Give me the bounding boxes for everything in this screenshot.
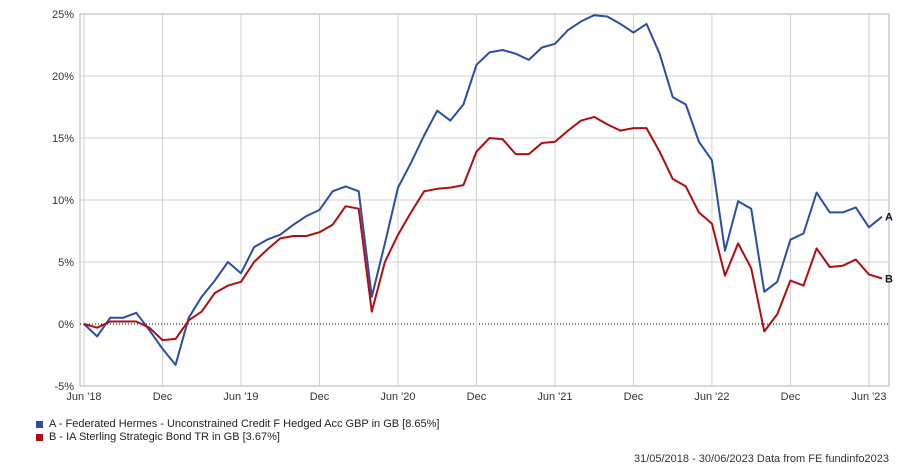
y-tick-label: 25%	[52, 9, 74, 21]
y-tick-label: 0%	[58, 319, 74, 331]
legend-swatch-b	[36, 434, 43, 441]
x-tick-label: Jun '23	[851, 391, 886, 403]
x-tick-label: Dec	[781, 391, 801, 403]
y-tick-label: 15%	[52, 133, 74, 145]
series-line-a	[83, 14, 883, 366]
x-tick-label: Dec	[467, 391, 487, 403]
y-tick-label: 10%	[52, 195, 74, 207]
end-label-a: A	[885, 212, 893, 224]
x-tick-label: Jun '18	[66, 391, 101, 403]
y-tick-label: -5%	[54, 381, 74, 393]
legend-item-a: A - Federated Hermes - Unconstrained Cre…	[36, 418, 439, 431]
x-tick-label: Jun '19	[223, 391, 258, 403]
legend-item-b: B - IA Sterling Strategic Bond TR in GB …	[36, 431, 439, 444]
x-tick-label: Jun '20	[380, 391, 415, 403]
data-source: Data from FE fundinfo2023	[756, 453, 889, 465]
end-labels: AB	[885, 212, 893, 286]
series-lines	[83, 14, 883, 366]
legend: A - Federated Hermes - Unconstrained Cre…	[36, 418, 439, 444]
date-range: 31/05/2018 - 30/06/2023	[633, 453, 754, 465]
x-tick-label: Jun '22	[694, 391, 729, 403]
y-tick-label: 5%	[58, 257, 74, 269]
y-axis-ticks: -5% 0% 5% 10% 15% 20% 25%	[52, 9, 74, 393]
x-tick-label: Jun '21	[537, 391, 572, 403]
x-axis-ticks: Jun '18 Dec Jun '19 Dec Jun '20 Dec Jun '21 Dec…	[66, 391, 886, 403]
legend-label-a: A - Federated Hermes - Unconstrained Cre…	[49, 418, 440, 430]
legend-label-b: B - IA Sterling Strategic Bond TR in GB …	[49, 431, 280, 443]
x-tick-label: Dec	[624, 391, 644, 403]
series-line-b	[83, 115, 883, 342]
x-tick-label: Dec	[310, 391, 330, 403]
legend-swatch-a	[36, 421, 43, 428]
x-tick-label: Dec	[153, 391, 173, 403]
end-label-b: B	[885, 273, 893, 285]
grid	[79, 13, 890, 387]
footer: 31/05/2018 - 30/06/2023 Data from FE fun…	[634, 453, 889, 465]
y-tick-label: 20%	[52, 71, 74, 83]
